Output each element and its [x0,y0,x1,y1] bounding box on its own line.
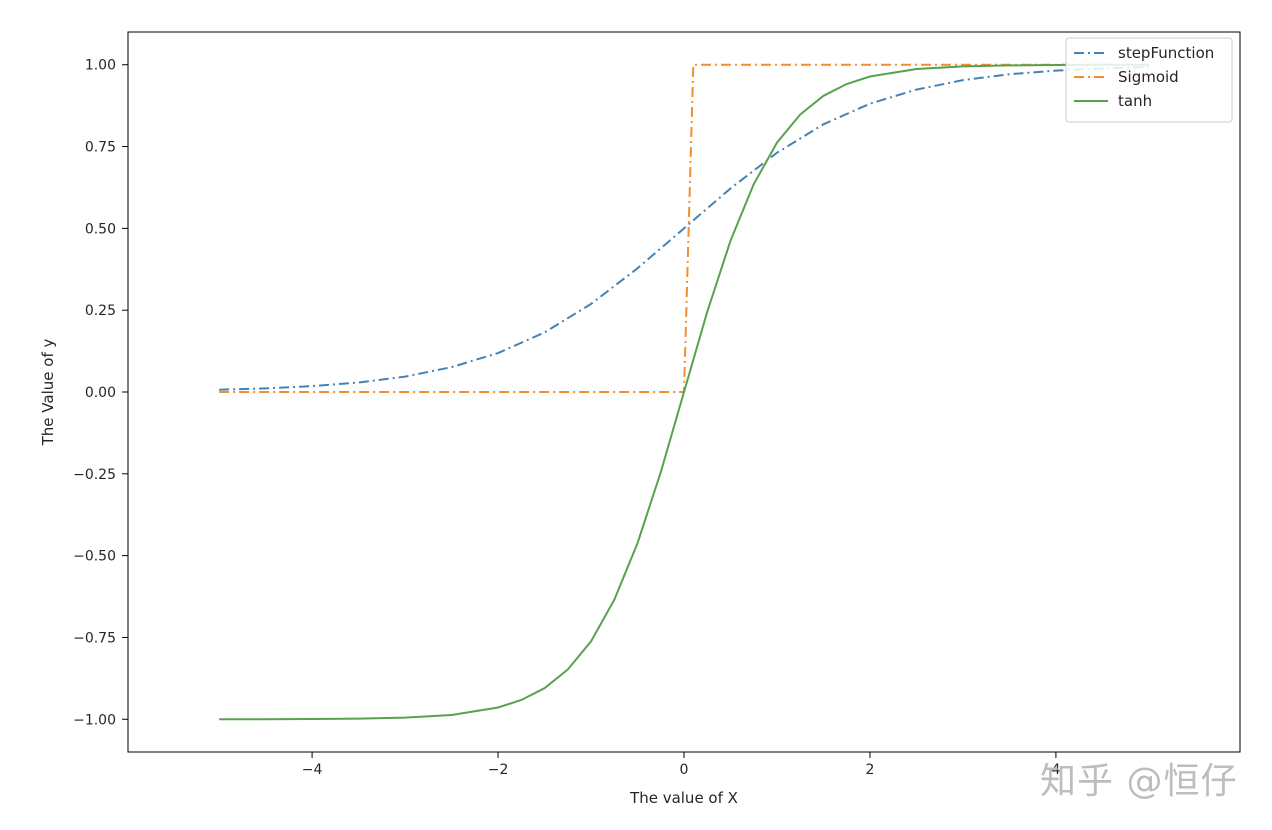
legend-label-sigmoid: Sigmoid [1118,68,1179,86]
y-tick-label: 0.25 [85,303,116,319]
x-axis-label: The value of X [629,789,738,807]
x-tick-label: −2 [488,762,509,778]
x-tick-label: 4 [1051,762,1060,778]
y-axis: 1.00 0.75 0.50 0.25 0.00 −0.25 −0.50 −0.75 −1.00 [73,58,128,728]
y-tick-label: 1.00 [85,58,116,74]
x-tick-label: 2 [865,762,874,778]
y-tick-label: 0.75 [85,140,116,156]
y-tick-label: −1.00 [73,712,116,728]
series-line-tanh [219,63,1149,721]
y-tick-label: −0.75 [73,630,116,646]
y-tick-label: −0.25 [73,467,116,483]
y-tick-label: −0.50 [73,549,116,565]
series-layer [219,63,1149,721]
y-tick-label: 0.00 [85,385,116,401]
series-line-sigmoid [219,63,1149,393]
legend: stepFunction Sigmoid tanh [1065,37,1233,123]
y-tick-label: 0.50 [85,221,116,237]
x-tick-label: −4 [302,762,323,778]
watermark-text: 知乎 @恒仔 [1040,761,1238,802]
y-axis-label: The Value of y [39,339,57,447]
legend-label-tanh: tanh [1118,92,1152,110]
series-line-stepfunction [219,66,1149,391]
x-tick-label: 0 [680,762,689,778]
legend-label-stepfunction: stepFunction [1118,44,1214,62]
x-axis: −4 −2 0 2 4 [302,752,1060,778]
